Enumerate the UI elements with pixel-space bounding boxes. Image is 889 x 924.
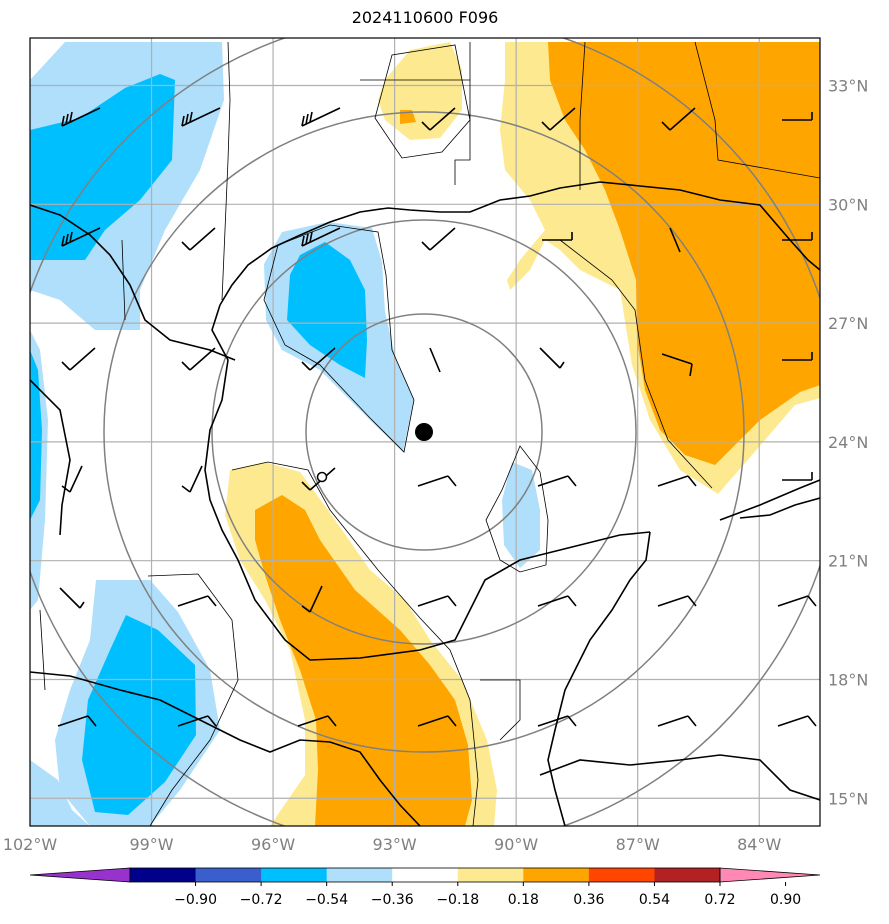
wind-barb (417, 475, 457, 487)
wind-barb (669, 227, 681, 253)
colorbar-extend-min (29, 867, 131, 883)
wind-barb (537, 595, 577, 607)
colorbar-segment (130, 868, 197, 882)
colorbar-segment (523, 868, 590, 882)
wind-barb (539, 347, 565, 369)
wind-barb (661, 353, 693, 377)
colorbar-tick-label: 0.18 (508, 892, 539, 908)
colorbar-tick-label: −0.18 (436, 892, 479, 908)
lat-tick-label: 15°N (828, 789, 868, 808)
graticule (30, 38, 820, 826)
colorbar-segment (654, 868, 721, 882)
wind-barb (542, 232, 573, 241)
lon-tick-label: 96°W (251, 835, 295, 854)
lon-tick-label: 90°W (494, 835, 538, 854)
colorbar-tick-label: −0.72 (240, 892, 283, 908)
secondary-center-marker (316, 471, 328, 483)
wind-barb (301, 585, 323, 613)
colorbar-extend-max (719, 867, 821, 883)
wind-barb (657, 475, 697, 487)
lon-tick-label: 84°W (737, 835, 781, 854)
wind-barb (301, 107, 341, 127)
wind-barb (421, 227, 456, 251)
wind-barb (61, 347, 96, 371)
wind-barb (782, 352, 813, 361)
coastlines-borders (30, 181, 820, 826)
wind-barbs (57, 107, 817, 727)
wind-barb (657, 595, 697, 607)
lat-tick-label: 21°N (828, 552, 868, 571)
range-rings (30, 38, 820, 826)
wind-barb (181, 227, 216, 251)
contour-outlines (147, 44, 713, 826)
wind-barb (537, 475, 577, 487)
colorbar-segment (261, 868, 328, 882)
wind-barb (777, 595, 817, 607)
wind-barb (61, 107, 101, 127)
wind-barb (61, 227, 101, 247)
lat-tick-label: 24°N (828, 433, 868, 452)
lat-tick-label: 27°N (828, 314, 868, 333)
wind-barb (777, 715, 817, 727)
wind-barb (61, 465, 83, 493)
wind-barb (429, 347, 441, 373)
wind-barb (537, 715, 577, 727)
colorbar-tick-label: −0.90 (174, 892, 217, 908)
colorbar-tick-label: −0.54 (305, 892, 348, 908)
wind-barb (57, 715, 97, 727)
colorbar-tick-label: 0.72 (704, 892, 735, 908)
wind-barb (301, 227, 341, 247)
colorbar: −0.90 −0.72 −0.54 −0.36 −0.18 0.18 0.36 0.54 0.7… (29, 867, 821, 908)
wind-barb (782, 112, 813, 121)
wind-barb (297, 715, 337, 727)
wind-barb (417, 715, 457, 727)
colorbar-tick-label: 0.36 (573, 892, 604, 908)
latitude-labels: 15°N 18°N 21°N 24°N 27°N 30°N 33°N (828, 77, 868, 809)
storm-center-marker (415, 423, 433, 441)
wind-barb (59, 587, 85, 609)
colorbar-tick-label: 0.90 (770, 892, 801, 908)
map-area (30, 38, 820, 826)
wind-barb (421, 107, 456, 131)
map-title: 2024110600 F096 (351, 8, 499, 27)
colorbar-segment (326, 868, 393, 882)
wind-barb (782, 472, 813, 481)
lat-tick-label: 30°N (828, 195, 868, 214)
lon-tick-label: 102°W (3, 835, 58, 854)
wind-barb (301, 347, 336, 371)
lat-tick-label: 18°N (828, 670, 868, 689)
lon-tick-label: 99°W (129, 835, 173, 854)
state-borders (39, 41, 820, 741)
wind-barb (417, 595, 457, 607)
negative-anomaly-dark-fill (30, 74, 367, 815)
wind-barb (181, 107, 221, 127)
wind-barb (181, 465, 203, 493)
wind-barb (181, 347, 216, 371)
colorbar-segment (457, 868, 524, 882)
colorbar-tick-label: 0.54 (639, 892, 670, 908)
map-frame (29, 37, 821, 827)
colorbar-frame (129, 867, 721, 883)
wind-barb (177, 595, 217, 607)
colorbar-segment (588, 868, 655, 882)
lon-tick-label: 87°W (616, 835, 660, 854)
lon-tick-label: 93°W (373, 835, 417, 854)
positive-anomaly-dark-fill (255, 42, 820, 826)
longitude-labels: 102°W 99°W 96°W 93°W 90°W 87°W 84°W (3, 835, 782, 854)
wind-barb (177, 715, 217, 727)
colorbar-segment (195, 868, 262, 882)
colorbar-segment (392, 868, 459, 882)
wind-barb (782, 232, 813, 241)
wind-barb (657, 715, 697, 727)
wind-barb (541, 107, 576, 131)
colorbar-tick-label: −0.36 (371, 892, 414, 908)
lat-tick-label: 33°N (828, 77, 868, 96)
wind-barb (661, 107, 696, 131)
